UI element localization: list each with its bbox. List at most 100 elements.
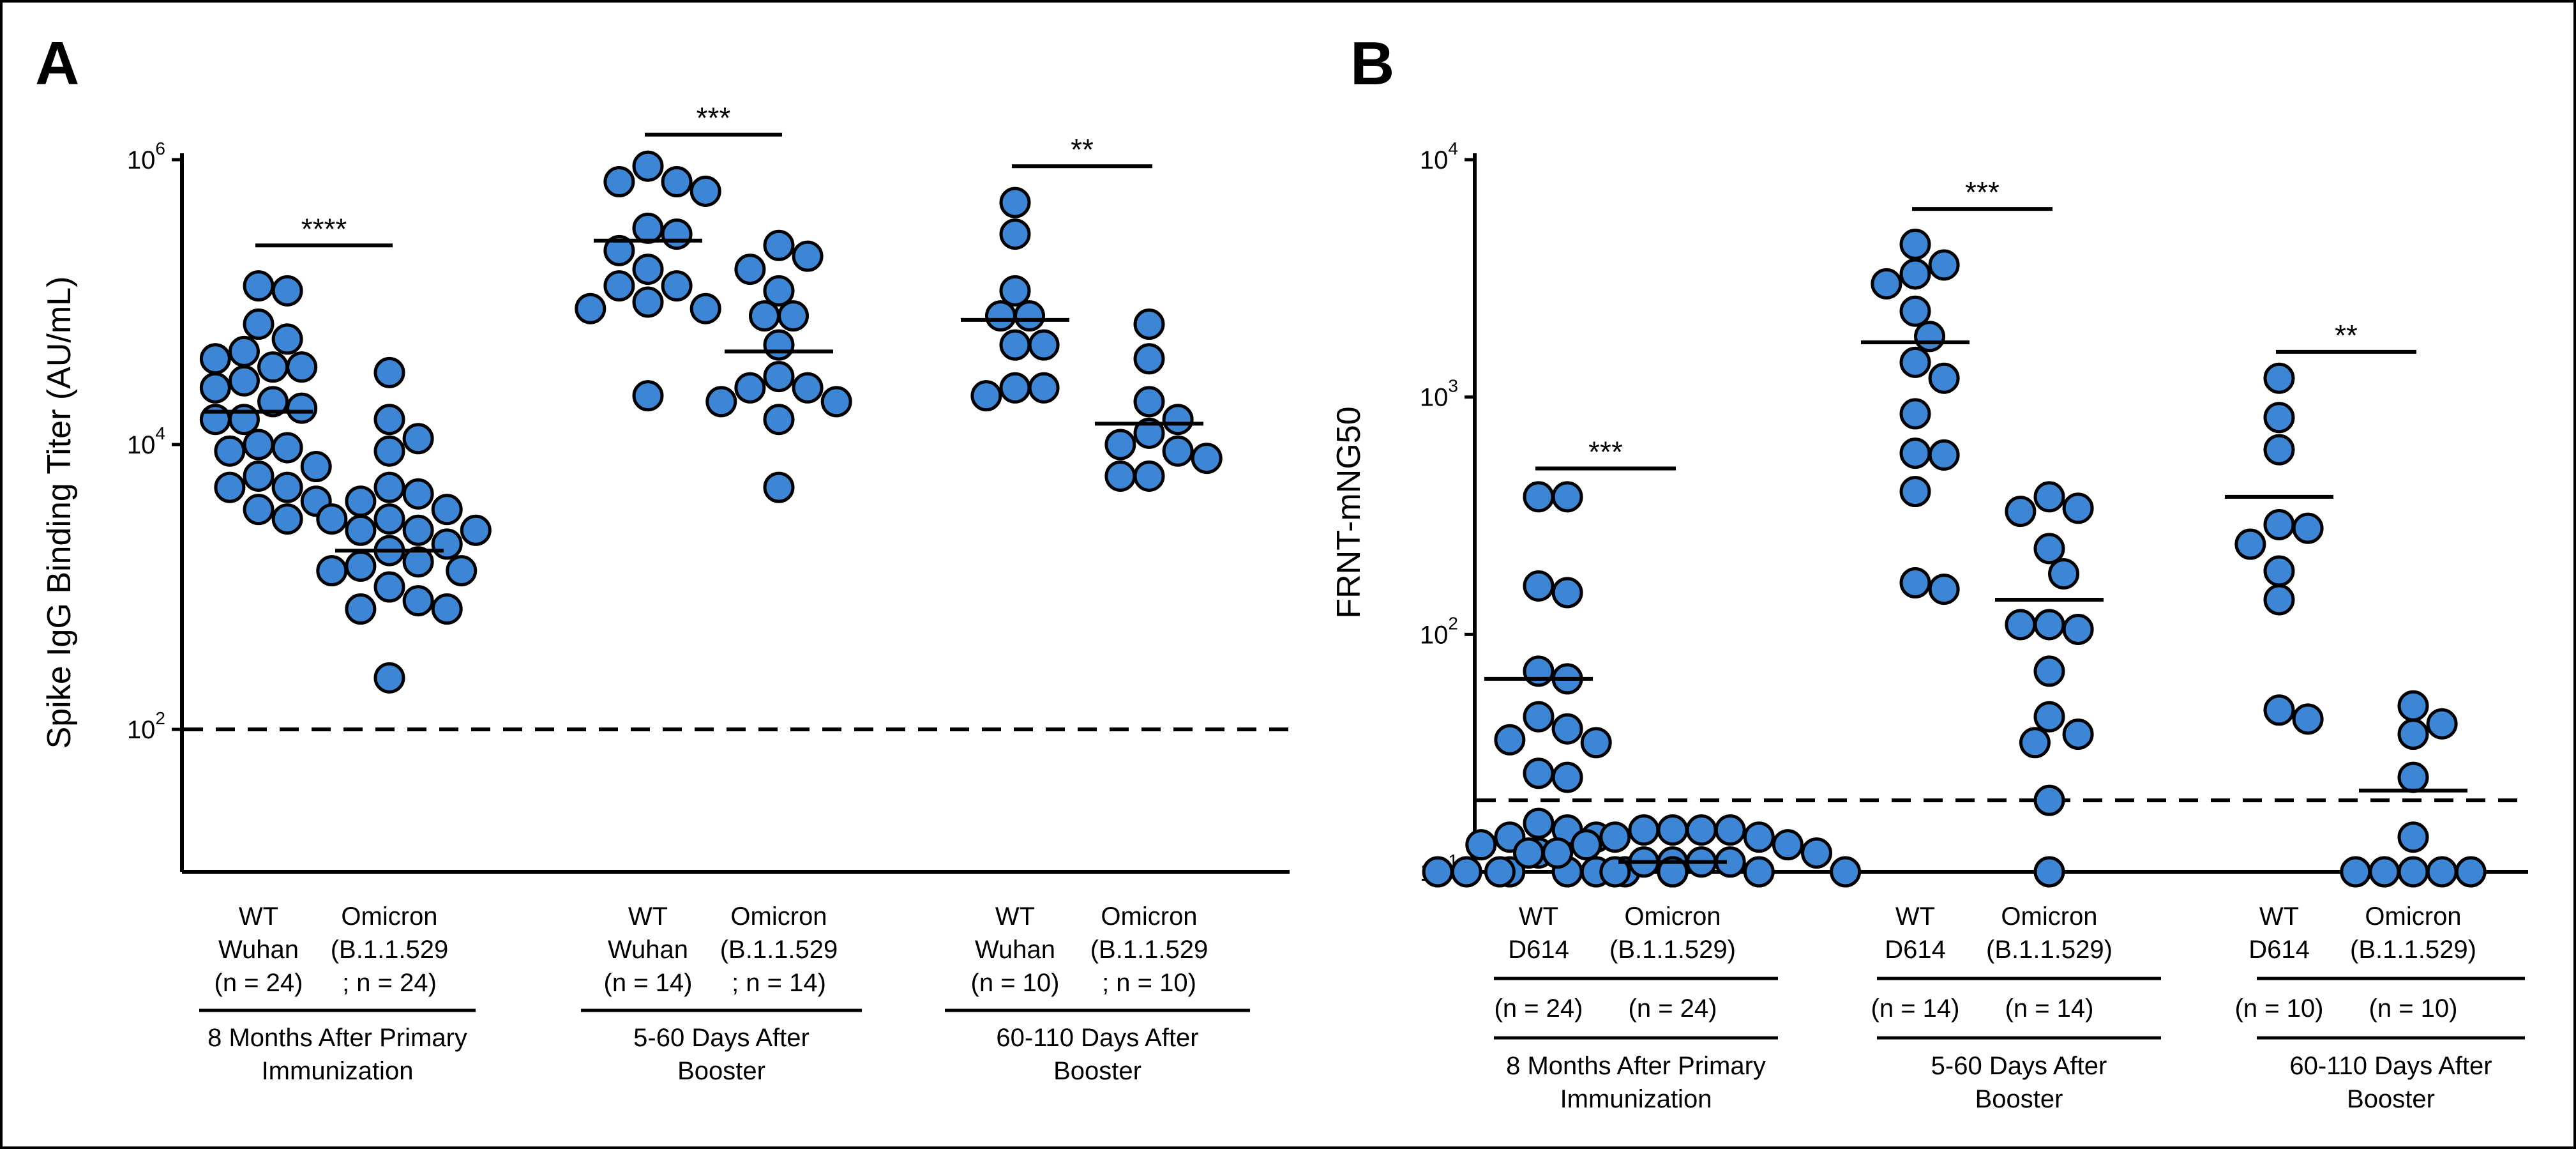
category-label: Omicron bbox=[1624, 902, 1721, 931]
data-point bbox=[373, 471, 405, 503]
category-label: WT bbox=[1895, 902, 1935, 931]
data-point bbox=[2455, 856, 2487, 888]
data-point bbox=[2263, 362, 2295, 394]
data-point bbox=[271, 275, 303, 307]
data-point bbox=[1523, 807, 1555, 839]
data-point bbox=[1899, 567, 1931, 599]
data-point bbox=[2397, 690, 2429, 722]
data-point bbox=[1133, 308, 1165, 340]
significance-label: **** bbox=[301, 212, 347, 245]
data-point bbox=[1422, 856, 1454, 888]
data-point bbox=[763, 275, 795, 307]
data-point bbox=[1028, 372, 1060, 404]
sample-size-label: (n = 24) bbox=[1495, 994, 1583, 1023]
category-label: WT bbox=[995, 902, 1035, 931]
y-tick-label: 102 bbox=[127, 708, 165, 744]
data-point bbox=[970, 380, 1002, 412]
data-point bbox=[373, 435, 405, 467]
data-point bbox=[2263, 555, 2295, 587]
data-point bbox=[271, 432, 303, 464]
data-point bbox=[228, 365, 260, 397]
data-point bbox=[345, 550, 377, 582]
data-point bbox=[460, 514, 492, 546]
data-point bbox=[1513, 837, 1544, 869]
data-point bbox=[763, 329, 795, 361]
data-point bbox=[2062, 492, 2094, 524]
data-point bbox=[2369, 856, 2400, 888]
data-point bbox=[1914, 321, 1946, 353]
data-point bbox=[402, 478, 434, 510]
data-point bbox=[984, 300, 1016, 332]
category-label: (B.1.1.529) bbox=[2350, 936, 2476, 964]
category-label: (B.1.1.529 bbox=[720, 936, 838, 964]
data-point bbox=[2033, 784, 2065, 816]
data-point bbox=[1551, 577, 1583, 609]
data-point bbox=[1871, 268, 1902, 300]
sample-size-label: (n = 10) bbox=[2235, 994, 2324, 1023]
category-label: (n = 24) bbox=[215, 969, 303, 997]
data-point bbox=[2033, 655, 2065, 687]
category-label: WT bbox=[1519, 902, 1558, 931]
data-point bbox=[2033, 856, 2065, 888]
data-point bbox=[734, 254, 766, 285]
panel-a: A Spike IgG Binding Titer (AU/mL) 102 104 10… bbox=[35, 29, 1290, 1085]
data-point bbox=[603, 234, 635, 266]
data-point bbox=[1743, 821, 1775, 853]
data-point bbox=[257, 386, 289, 418]
data-point bbox=[1743, 856, 1775, 888]
data-point bbox=[2292, 512, 2324, 544]
category-label: (B.1.1.529) bbox=[1986, 936, 2113, 964]
data-point bbox=[1928, 574, 1960, 605]
data-point bbox=[402, 514, 434, 546]
category-label: (n = 10) bbox=[971, 969, 1060, 997]
data-point bbox=[999, 275, 1031, 307]
data-point bbox=[999, 186, 1031, 218]
data-point bbox=[1899, 229, 1931, 261]
category-label: Omicron bbox=[2001, 902, 2097, 931]
data-point bbox=[1899, 295, 1931, 327]
data-point bbox=[1014, 300, 1046, 332]
category-label: (B.1.1.529) bbox=[1609, 936, 1736, 964]
data-point bbox=[603, 166, 635, 198]
data-point bbox=[373, 571, 405, 603]
data-point bbox=[402, 585, 434, 617]
data-point bbox=[1685, 814, 1717, 846]
data-point bbox=[792, 372, 824, 404]
data-point bbox=[1542, 837, 1574, 869]
category-label: Omicron bbox=[730, 902, 827, 931]
data-point bbox=[2234, 528, 2266, 560]
data-point bbox=[2263, 694, 2295, 726]
data-point bbox=[1523, 481, 1555, 513]
data-point bbox=[243, 494, 275, 526]
category-label: Omicron bbox=[1101, 902, 1197, 931]
y-tick-label: 104 bbox=[127, 423, 165, 459]
group-label: 5-60 Days After bbox=[1931, 1052, 2107, 1080]
data-point bbox=[1133, 386, 1165, 418]
data-point bbox=[734, 372, 766, 404]
data-point bbox=[214, 435, 246, 467]
sample-size-label: (n = 24) bbox=[1629, 994, 1717, 1023]
data-point bbox=[2397, 821, 2429, 853]
sample-size-label: (n = 10) bbox=[2369, 994, 2458, 1023]
data-point bbox=[778, 300, 810, 332]
category-label: WT bbox=[628, 902, 668, 931]
data-point bbox=[345, 485, 377, 517]
category-label: ; n = 14) bbox=[732, 969, 826, 997]
data-point bbox=[243, 460, 275, 492]
category-label: Omicron bbox=[2365, 902, 2461, 931]
data-point bbox=[632, 212, 664, 244]
data-point bbox=[1523, 757, 1555, 789]
data-point bbox=[763, 471, 795, 503]
category-label: D614 bbox=[1508, 936, 1569, 964]
data-point bbox=[271, 323, 303, 355]
data-point bbox=[402, 423, 434, 455]
y-tick-label: 104 bbox=[1420, 139, 1458, 174]
data-point bbox=[286, 351, 318, 383]
data-point bbox=[2033, 533, 2065, 565]
data-point bbox=[1928, 439, 1960, 471]
data-point bbox=[228, 335, 260, 367]
data-point bbox=[199, 372, 231, 404]
data-point bbox=[1133, 417, 1165, 449]
data-point bbox=[763, 229, 795, 261]
